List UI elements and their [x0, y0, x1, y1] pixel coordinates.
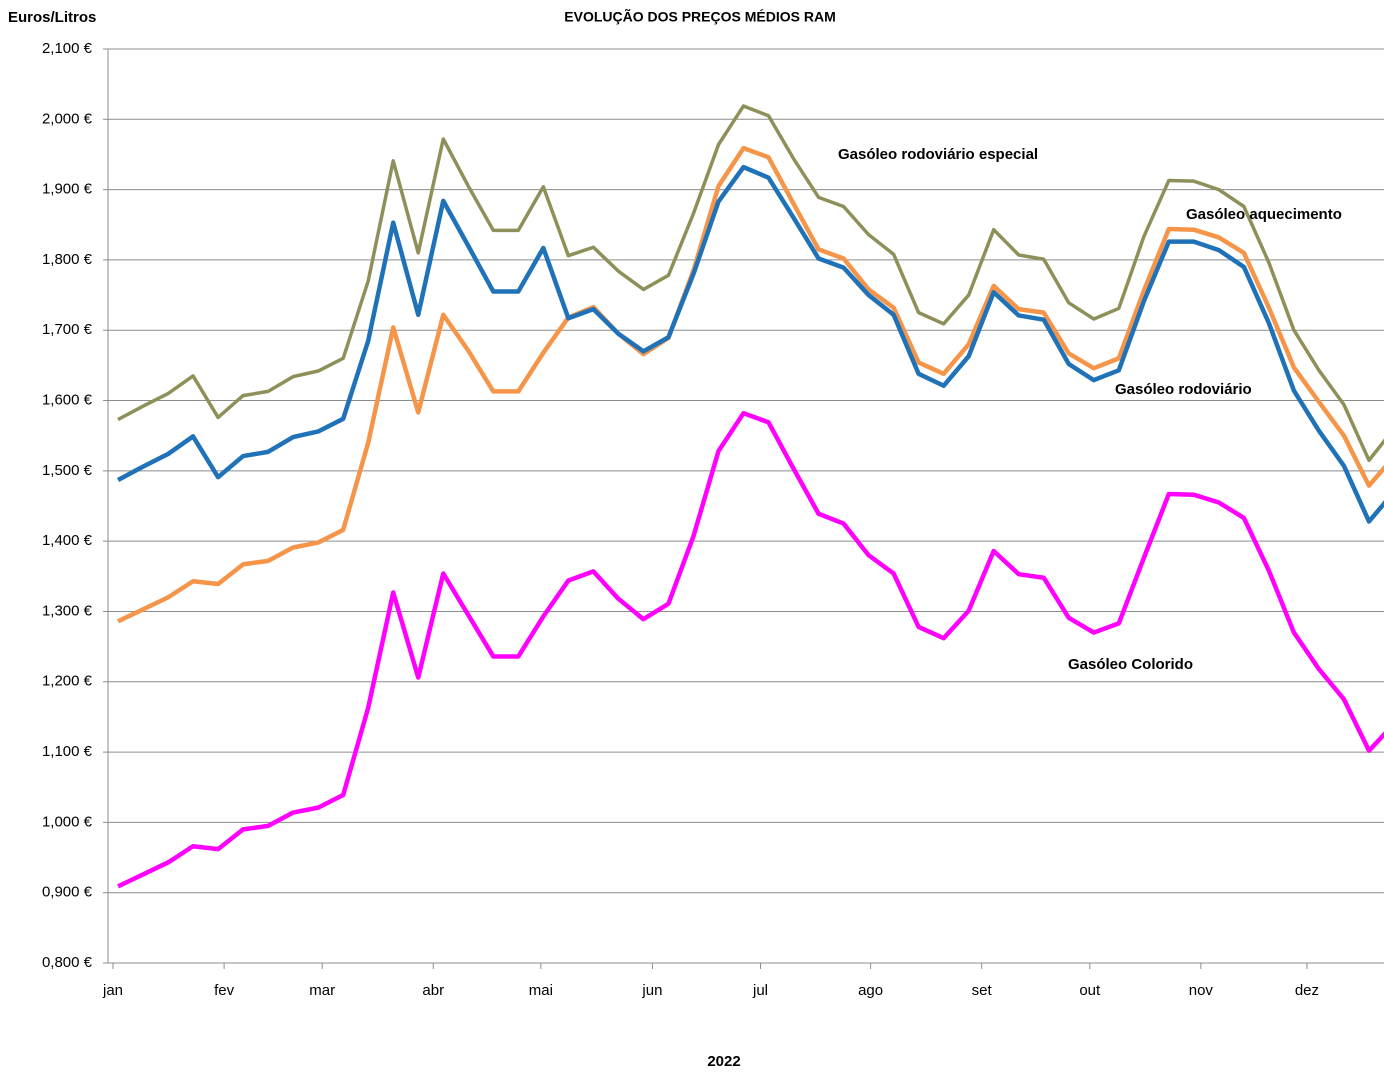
y-tick-label: 2,000 €	[42, 110, 93, 127]
x-tick-label: set	[972, 982, 993, 999]
y-tick-label: 1,100 €	[42, 743, 93, 760]
series-line	[117, 104, 1384, 463]
x-tick-label: fev	[214, 982, 235, 999]
series-label: Gasóleo rodoviário	[1115, 381, 1252, 398]
x-tick-label: jul	[752, 982, 768, 999]
x-tick-label: dez	[1295, 982, 1319, 999]
x-tick-label: out	[1079, 982, 1101, 999]
series-label: Gasóleo Colorido	[1068, 656, 1193, 673]
y-tick-label: 1,000 €	[42, 813, 93, 830]
x-axis-label: 2022	[707, 1053, 740, 1070]
y-tick-label: 1,200 €	[42, 673, 93, 690]
y-tick-label: 1,300 €	[42, 602, 93, 619]
x-tick-label: abr	[422, 982, 444, 999]
x-tick-label: nov	[1189, 982, 1214, 999]
y-tick-label: 1,400 €	[42, 532, 93, 549]
x-tick-label: mar	[309, 982, 335, 999]
x-tick-label: ago	[858, 982, 883, 999]
series-line	[117, 145, 1384, 624]
y-tick-label: 1,700 €	[42, 321, 93, 338]
y-tick-label: 1,600 €	[42, 392, 93, 409]
y-tick-label: 2,100 €	[42, 40, 93, 57]
y-tick-label: 0,900 €	[42, 884, 93, 901]
series-line	[116, 164, 1384, 524]
y-tick-label: 1,800 €	[42, 251, 93, 268]
x-tick-label: mai	[529, 982, 553, 999]
y-tick-label: 1,500 €	[42, 462, 93, 479]
x-tick-label: jun	[641, 982, 662, 999]
series-line	[117, 410, 1384, 889]
y-tick-label: 0,800 €	[42, 954, 93, 971]
x-tick-label: jan	[102, 982, 123, 999]
y-tick-label: 1,900 €	[42, 181, 93, 198]
series-label: Gasóleo rodoviário especial	[838, 146, 1038, 163]
series-label: Gasóleo aquecimento	[1186, 206, 1342, 223]
y-axis-label: Euros/Litros	[8, 9, 96, 26]
chart-title: EVOLUÇÃO DOS PREÇOS MÉDIOS RAM	[564, 8, 835, 25]
